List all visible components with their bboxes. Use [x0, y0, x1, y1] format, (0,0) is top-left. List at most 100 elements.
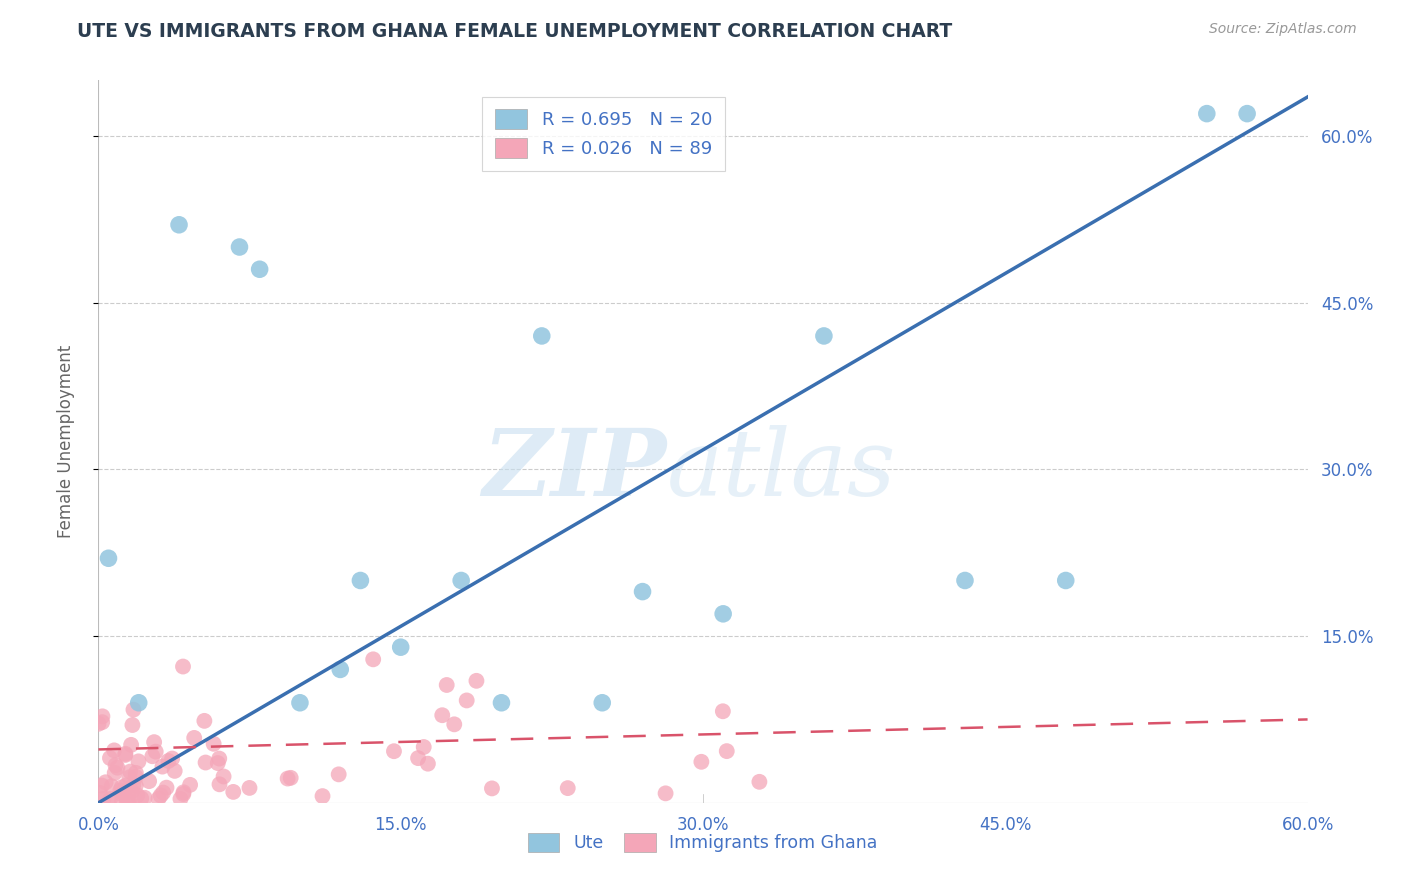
- Point: [1236, 106, 1258, 120]
- Point: [481, 781, 503, 796]
- Point: [179, 778, 201, 792]
- Point: [207, 756, 229, 770]
- Point: [711, 704, 734, 718]
- Point: [127, 755, 149, 769]
- Point: [349, 574, 371, 588]
- Point: [329, 662, 352, 676]
- Point: [100, 779, 122, 793]
- Point: [91, 792, 114, 806]
- Point: [406, 751, 429, 765]
- Point: [193, 714, 215, 728]
- Point: [172, 659, 194, 673]
- Point: [228, 240, 250, 254]
- Point: [110, 783, 132, 797]
- Point: [107, 761, 129, 775]
- Point: [465, 673, 488, 688]
- Point: [690, 755, 713, 769]
- Point: [288, 696, 311, 710]
- Text: Source: ZipAtlas.com: Source: ZipAtlas.com: [1209, 22, 1357, 37]
- Point: [87, 716, 110, 731]
- Point: [953, 574, 976, 588]
- Text: atlas: atlas: [666, 425, 896, 516]
- Point: [450, 574, 472, 588]
- Point: [491, 696, 513, 710]
- Point: [813, 329, 835, 343]
- Point: [716, 744, 738, 758]
- Point: [591, 696, 613, 710]
- Point: [98, 751, 121, 765]
- Point: [134, 790, 156, 805]
- Point: [311, 789, 333, 803]
- Point: [169, 792, 191, 806]
- Text: UTE VS IMMIGRANTS FROM GHANA FEMALE UNEMPLOYMENT CORRELATION CHART: UTE VS IMMIGRANTS FROM GHANA FEMALE UNEM…: [77, 22, 953, 41]
- Point: [361, 652, 384, 666]
- Point: [90, 779, 112, 793]
- Point: [748, 774, 770, 789]
- Point: [249, 262, 271, 277]
- Legend: Ute, Immigrants from Ghana: Ute, Immigrants from Ghana: [522, 826, 884, 859]
- Point: [97, 795, 120, 809]
- Point: [129, 791, 152, 805]
- Point: [1054, 574, 1077, 588]
- Point: [145, 745, 167, 759]
- Point: [94, 775, 117, 789]
- Point: [557, 781, 579, 796]
- Point: [91, 715, 114, 730]
- Point: [110, 787, 132, 801]
- Point: [432, 708, 454, 723]
- Point: [104, 766, 127, 780]
- Point: [631, 584, 654, 599]
- Point: [238, 780, 260, 795]
- Point: [125, 765, 148, 780]
- Point: [277, 772, 299, 786]
- Point: [127, 789, 149, 803]
- Point: [208, 777, 231, 791]
- Y-axis label: Female Unemployment: Female Unemployment: [56, 345, 75, 538]
- Point: [120, 764, 142, 779]
- Point: [122, 778, 145, 792]
- Point: [103, 743, 125, 757]
- Point: [202, 737, 225, 751]
- Point: [160, 751, 183, 765]
- Point: [118, 794, 141, 808]
- Point: [416, 756, 439, 771]
- Point: [1195, 106, 1218, 120]
- Point: [412, 739, 434, 754]
- Point: [436, 678, 458, 692]
- Point: [172, 787, 194, 801]
- Point: [328, 767, 350, 781]
- Point: [152, 785, 174, 799]
- Point: [711, 607, 734, 621]
- Point: [100, 791, 122, 805]
- Point: [114, 747, 136, 762]
- Point: [456, 693, 478, 707]
- Point: [125, 770, 148, 784]
- Point: [382, 744, 405, 758]
- Point: [148, 792, 170, 806]
- Point: [149, 789, 172, 803]
- Point: [128, 696, 150, 710]
- Point: [155, 780, 177, 795]
- Point: [173, 785, 195, 799]
- Point: [208, 751, 231, 765]
- Point: [654, 786, 676, 800]
- Point: [104, 758, 127, 772]
- Point: [118, 784, 141, 798]
- Point: [117, 794, 139, 808]
- Point: [167, 218, 190, 232]
- Point: [97, 551, 120, 566]
- Point: [111, 785, 134, 799]
- Point: [143, 735, 166, 749]
- Point: [222, 785, 245, 799]
- Point: [118, 770, 141, 784]
- Point: [157, 754, 180, 768]
- Point: [183, 731, 205, 745]
- Point: [138, 774, 160, 789]
- Point: [111, 795, 134, 809]
- Point: [163, 764, 186, 778]
- Point: [121, 718, 143, 732]
- Point: [212, 769, 235, 783]
- Point: [141, 749, 163, 764]
- Point: [194, 756, 217, 770]
- Point: [443, 717, 465, 731]
